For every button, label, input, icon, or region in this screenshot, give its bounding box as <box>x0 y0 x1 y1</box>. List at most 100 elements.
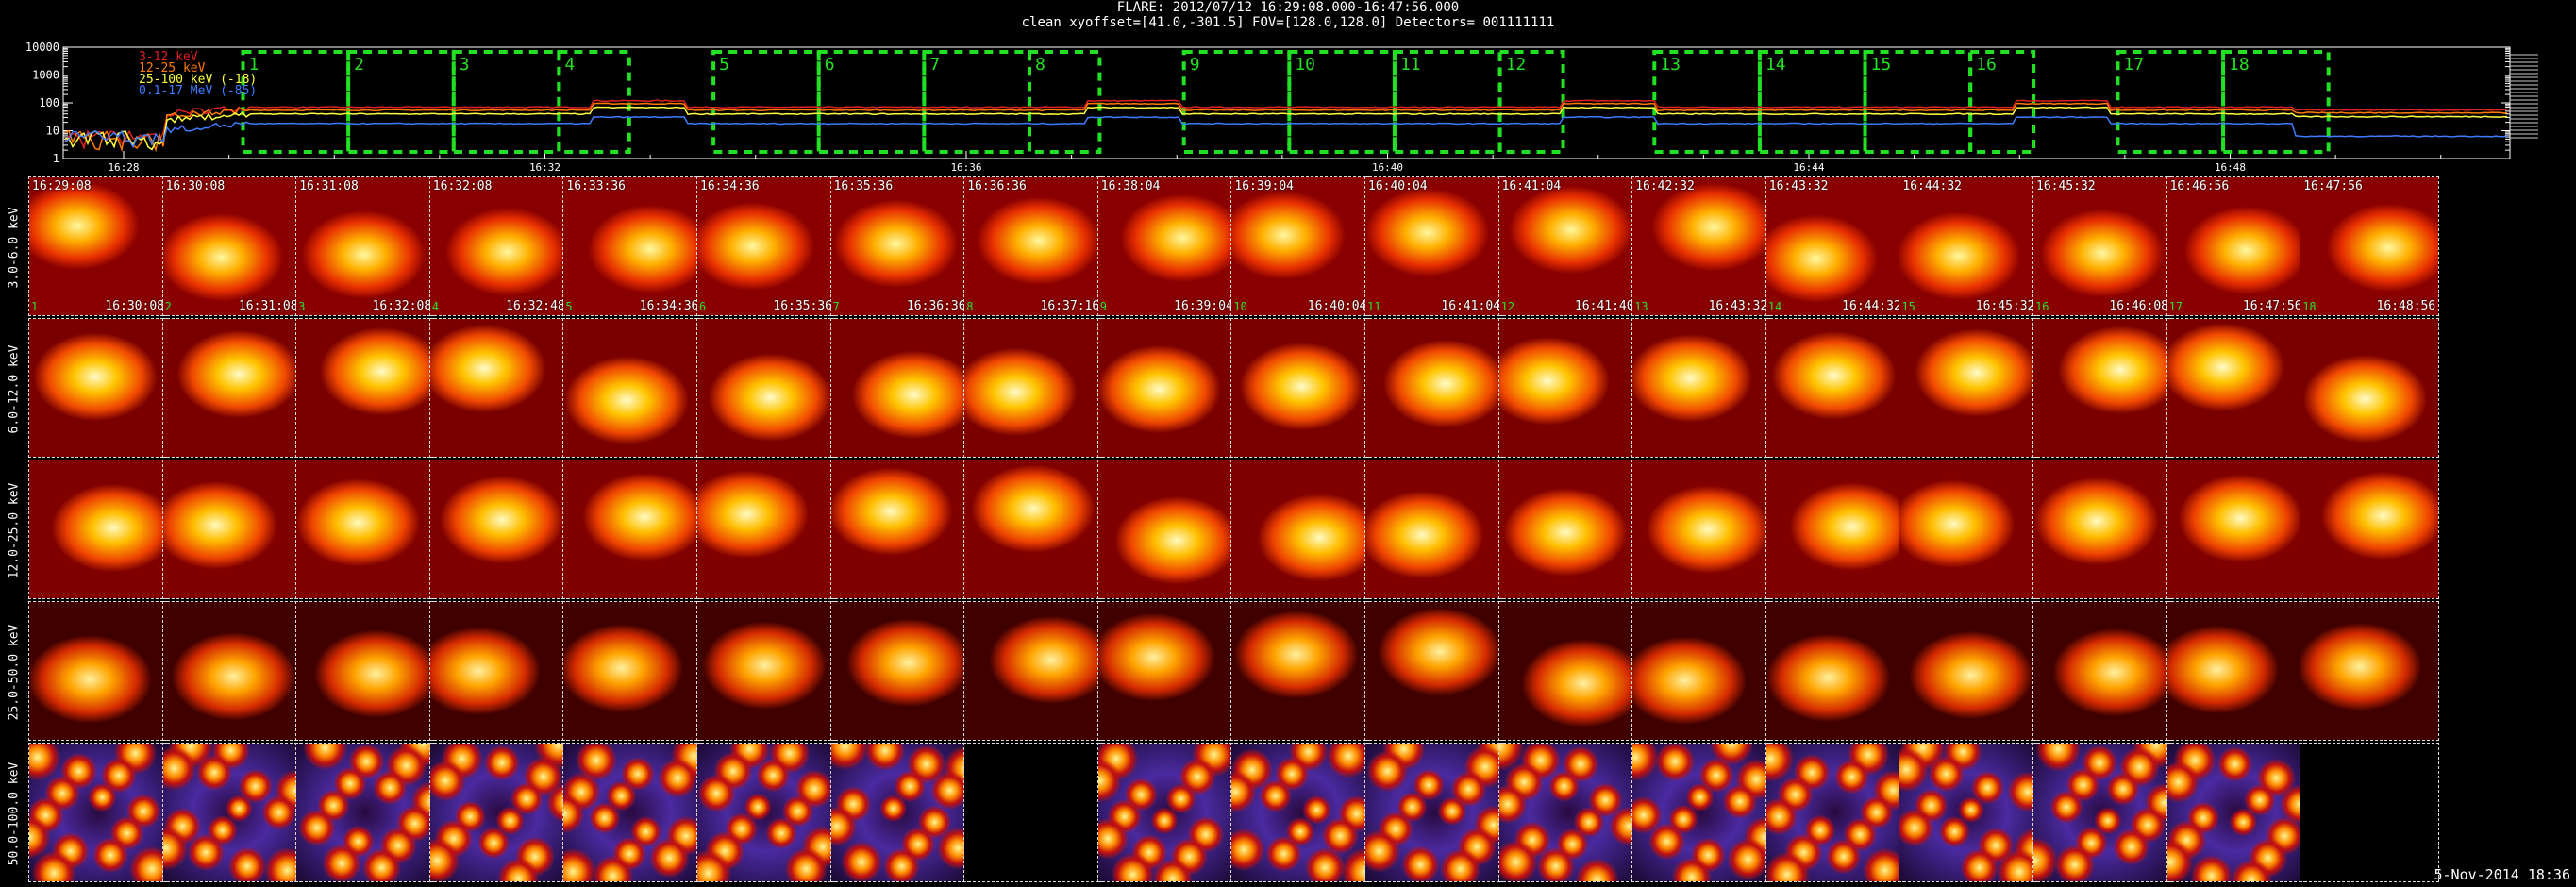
flare-image <box>1765 744 1904 881</box>
image-cell: 16:32:08 16:32:48 4 <box>428 176 569 316</box>
interval-box <box>1652 50 1762 154</box>
image-cell <box>829 743 970 882</box>
flare-image <box>1097 177 1236 315</box>
flare-image <box>1498 602 1637 740</box>
interval-label: 14 <box>1765 55 1786 75</box>
flare-image <box>2166 460 2305 598</box>
image-cell <box>28 601 168 741</box>
image-cell <box>963 460 1104 599</box>
interval-box <box>816 50 927 154</box>
image-cell <box>1497 743 1638 882</box>
interval-box <box>1968 50 2036 154</box>
interval-end-time: 16:35:36 <box>773 299 832 313</box>
image-cell <box>963 743 1104 882</box>
image-cell: 16:31:08 16:32:08 3 <box>295 176 436 316</box>
image-cell <box>696 460 836 599</box>
image-cell <box>295 601 436 741</box>
image-cell <box>696 601 836 741</box>
interval-label: 18 <box>2229 55 2250 75</box>
interval-box <box>2221 50 2331 154</box>
energy-band-text: 3.0-6.0 keV <box>7 206 22 289</box>
image-cell <box>2300 601 2440 741</box>
interval-label: 10 <box>1295 55 1315 75</box>
flare-image <box>563 319 702 457</box>
image-cell: 16:43:32 16:44:32 14 <box>1765 176 1905 316</box>
energy-band-label: 25.0-50.0 keV <box>0 601 28 743</box>
interval-start-time: 16:47:56 <box>2303 179 2363 193</box>
flare-image <box>429 744 568 881</box>
interval-index: 4 <box>431 300 440 313</box>
flare-image <box>697 319 835 457</box>
image-cell <box>562 743 703 882</box>
image-cell <box>696 318 836 458</box>
x-tick-label: 16:32 <box>529 161 560 174</box>
image-cell <box>963 601 1104 741</box>
energy-band-label: 6.0-12.0 keV <box>0 318 28 460</box>
image-cell <box>2032 460 2172 599</box>
interval-box <box>1757 50 1867 154</box>
interval-index: 7 <box>832 300 840 313</box>
interval-start-time: 16:38:04 <box>1100 179 1161 193</box>
image-cell <box>161 743 302 882</box>
flare-image <box>1097 744 1236 881</box>
flare-image <box>830 460 969 598</box>
series-line <box>64 106 2508 151</box>
flare-image <box>1231 319 1370 457</box>
interval-end-time: 16:45:32 <box>1975 299 2035 313</box>
series-line <box>64 115 2508 149</box>
interval-index: 2 <box>164 300 172 313</box>
interval-end-time: 16:41:04 <box>1441 299 1500 313</box>
image-cell <box>428 601 569 741</box>
flare-image <box>1765 460 1904 598</box>
image-cell <box>2300 743 2440 882</box>
interval-index: 18 <box>2302 300 2317 313</box>
flare-image <box>1632 319 1771 457</box>
image-cell <box>1364 743 1504 882</box>
flare-image <box>429 319 568 457</box>
image-cell <box>2300 318 2440 458</box>
image-cell <box>1899 460 2039 599</box>
flare-image <box>2166 744 2305 881</box>
image-cell <box>161 318 302 458</box>
energy-band-label: 50.0-100.0 keV <box>0 743 28 884</box>
flare-image <box>1498 177 1637 315</box>
interval-index: 13 <box>1634 300 1648 313</box>
interval-box <box>1181 50 1292 154</box>
legend-entry: 25-100 keV (-18) <box>139 73 257 87</box>
image-cell: 16:45:32 16:46:08 16 <box>2032 176 2172 316</box>
imaging-params: clean xyoffset=[41.0,-301.5] FOV=[128.0,… <box>1021 15 1555 30</box>
image-cell <box>1765 460 1905 599</box>
interval-box <box>346 50 456 154</box>
image-cell <box>295 460 436 599</box>
image-cell <box>2166 318 2306 458</box>
interval-box <box>241 50 351 154</box>
flare-image <box>563 602 702 740</box>
interval-index: 3 <box>298 300 306 313</box>
flare-image <box>1899 319 2038 457</box>
interval-index: 11 <box>1367 300 1381 313</box>
flare-image <box>563 744 702 881</box>
energy-band-text: 50.0-100.0 keV <box>7 761 22 865</box>
flare-image <box>296 460 435 598</box>
interval-start-time: 16:33:36 <box>566 179 627 193</box>
flare-image <box>1097 319 1236 457</box>
flare-image <box>1498 460 1637 598</box>
interval-index: 15 <box>1901 300 1915 313</box>
series-line <box>64 99 2508 150</box>
flare-image <box>1765 177 1904 315</box>
interval-index: 14 <box>1767 300 1782 313</box>
image-cell <box>2166 460 2306 599</box>
interval-start-time: 16:32:08 <box>432 179 493 193</box>
flare-image <box>429 460 568 598</box>
interval-end-time: 16:41:40 <box>1574 299 1634 313</box>
image-cell <box>696 743 836 882</box>
flare-image <box>2033 744 2171 881</box>
flare-image <box>563 177 702 315</box>
image-cell <box>1631 743 1772 882</box>
image-cell <box>1899 318 2039 458</box>
interval-label: 9 <box>1190 55 1200 75</box>
flare-image <box>1899 460 2038 598</box>
flare-image <box>162 177 301 315</box>
legend-entry: 3-12 keV <box>139 50 198 64</box>
interval-start-time: 16:31:08 <box>299 179 359 193</box>
